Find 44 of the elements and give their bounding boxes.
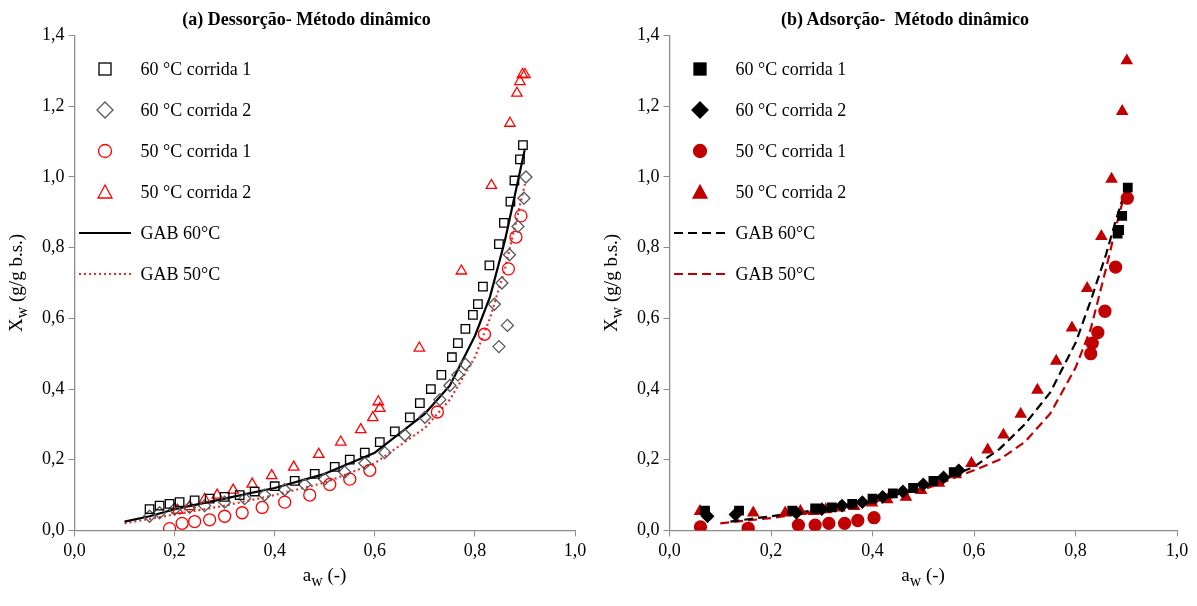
- x-tick-label: 0,2: [759, 539, 783, 560]
- y-tick-label: 0,4: [42, 377, 65, 398]
- y-tick-label: 1,0: [637, 165, 660, 186]
- y-tick-label: 0,2: [637, 448, 660, 469]
- legend-label: 50 °C corrida 2: [735, 181, 847, 202]
- y-tick-label: 0,4: [637, 377, 660, 398]
- y-tick-label: 0,8: [637, 236, 660, 257]
- x-tick-label: 0,4: [861, 539, 884, 560]
- y-tick-label: 1,0: [42, 165, 65, 186]
- y-tick-label: 0,2: [42, 448, 65, 469]
- x-axis-title: a$_{w}$ (-): [302, 564, 347, 591]
- y-tick-label: 0,8: [42, 236, 65, 257]
- y-tick-label: 1,2: [42, 95, 65, 116]
- legend-label: 60 °C corrida 2: [735, 99, 847, 120]
- legend-label: 60 °C corrida 1: [735, 58, 847, 79]
- y-tick-label: 1,2: [637, 95, 660, 116]
- chart-title: (b) Adsorção- Método dinâmico: [781, 9, 1029, 31]
- y-tick-label: 0,0: [637, 519, 660, 540]
- legend-label: 60 °C corrida 1: [140, 58, 252, 79]
- legend-label: GAB 50°C: [735, 263, 816, 284]
- legend-label: 50 °C corrida 1: [735, 140, 847, 161]
- legend-label: 60 °C corrida 2: [140, 99, 252, 120]
- legend-label: GAB 50°C: [140, 263, 221, 284]
- y-tick-label: 1,4: [637, 24, 660, 45]
- x-tick-label: 0,8: [1064, 539, 1087, 560]
- legend-label: GAB 60°C: [735, 222, 816, 243]
- y-tick-label: 0,6: [637, 307, 660, 328]
- x-tick-label: 0,0: [63, 539, 86, 560]
- legend-label: 50 °C corrida 1: [140, 140, 252, 161]
- legend-label: 50 °C corrida 2: [140, 181, 252, 202]
- chart-title: (a) Dessorção- Método dinâmico: [182, 9, 431, 31]
- x-tick-label: 0,6: [363, 539, 387, 560]
- x-tick-label: 0,0: [658, 539, 681, 560]
- y-tick-label: 0,6: [42, 307, 65, 328]
- x-tick-label: 0,8: [463, 539, 487, 560]
- x-tick-label: 0,6: [962, 539, 986, 560]
- x-tick-label: 0,4: [263, 539, 286, 560]
- x-tick-label: 0,2: [163, 539, 186, 560]
- legend-label: GAB 60°C: [140, 222, 221, 243]
- x-tick-label: 1,0: [1165, 539, 1189, 560]
- y-tick-label: 0,0: [42, 519, 65, 540]
- x-tick-label: 1,0: [563, 539, 587, 560]
- x-axis-title: a$_{w}$ (-): [901, 564, 945, 591]
- y-tick-label: 1,4: [42, 24, 65, 45]
